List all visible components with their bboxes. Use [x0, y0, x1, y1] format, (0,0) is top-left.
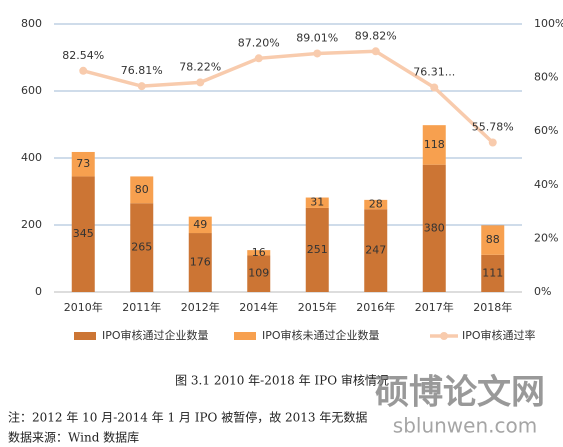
y-tick-label: 200 — [21, 218, 42, 231]
line-marker — [371, 47, 380, 56]
line-marker — [79, 66, 88, 75]
x-tick-label: 2015年 — [298, 300, 337, 314]
line-label: 87.20% — [238, 36, 280, 49]
legend-label: IPO审核未通过企业数量 — [262, 328, 380, 342]
bar — [188, 216, 212, 234]
legend-label: IPO审核通过企业数量 — [102, 328, 209, 342]
line-marker — [254, 54, 263, 63]
legend-swatch — [234, 332, 256, 340]
bar — [481, 254, 505, 292]
bar-label: 247 — [365, 244, 386, 257]
bar-label: 49 — [193, 218, 207, 231]
y2-tick-label: 0% — [534, 285, 551, 298]
x-tick-label: 2016年 — [356, 300, 395, 314]
x-tick-label: 2017年 — [415, 300, 454, 314]
bar — [422, 164, 446, 292]
y2-tick-label: 40% — [534, 178, 558, 191]
line-label: 55.78% — [472, 121, 514, 134]
x-tick-label: 2010年 — [64, 300, 103, 314]
line-label: 76.31... — [413, 65, 455, 78]
bar-label: 251 — [307, 243, 328, 256]
x-tick-label: 2011年 — [122, 300, 161, 314]
y2-tick-label: 100% — [534, 17, 563, 30]
y-tick-label: 800 — [21, 17, 42, 30]
watermark-url: sblunwen.com — [393, 414, 537, 438]
bar-label: 31 — [310, 196, 324, 209]
bar — [305, 197, 329, 208]
bar — [422, 125, 446, 165]
bar — [188, 233, 212, 292]
bar — [71, 151, 95, 177]
line-marker — [430, 83, 439, 92]
caption: 图 3.1 2010 年-2018 年 IPO 审核情况 — [175, 373, 389, 388]
bar-label: 380 — [424, 221, 445, 234]
watermark-title: 硕博论文网 — [375, 373, 545, 413]
line-marker — [196, 78, 205, 87]
y-tick-label: 400 — [21, 151, 42, 164]
y2-tick-label: 20% — [534, 231, 558, 244]
legend-swatch — [74, 332, 96, 340]
source: 数据来源：Wind 数据库 — [8, 430, 139, 445]
bar-label: 109 — [248, 267, 269, 280]
bar — [130, 176, 154, 204]
legend-marker — [440, 332, 448, 340]
bar — [481, 225, 505, 255]
y-tick-label: 600 — [21, 84, 42, 97]
bar — [305, 207, 329, 292]
line-marker — [313, 49, 322, 58]
bar-label: 73 — [76, 157, 90, 170]
bar — [130, 203, 154, 292]
bar-label: 176 — [190, 256, 211, 269]
bar — [71, 176, 95, 292]
line-label: 89.82% — [355, 29, 397, 42]
line-label: 82.54% — [62, 49, 104, 62]
bar — [247, 250, 271, 256]
line-marker — [488, 138, 497, 147]
line-marker — [137, 82, 146, 91]
note: 注：2012 年 10 月-2014 年 1 月 IPO 被暂停，故 2013 … — [8, 410, 367, 425]
line-label: 76.81% — [121, 64, 163, 77]
x-tick-label: 2018年 — [473, 300, 512, 314]
bar-label: 28 — [369, 198, 383, 211]
bar-label: 80 — [135, 183, 149, 196]
bar-label: 111 — [482, 266, 503, 279]
bar — [364, 199, 388, 210]
legend-label: IPO审核通过率 — [462, 328, 536, 342]
bar-label: 16 — [252, 246, 266, 259]
y2-tick-label: 80% — [534, 71, 558, 84]
bar — [364, 209, 388, 292]
x-tick-label: 2014年 — [239, 300, 278, 314]
line-label: 78.22% — [179, 60, 221, 73]
y2-tick-label: 60% — [534, 124, 558, 137]
bar-label: 265 — [131, 241, 152, 254]
bar-label: 118 — [424, 138, 445, 151]
y-tick-label: 0 — [35, 285, 42, 298]
bar-label: 345 — [73, 227, 94, 240]
x-tick-label: 2012年 — [181, 300, 220, 314]
bar — [247, 255, 271, 292]
line — [82, 49, 494, 144]
line-label: 89.01% — [296, 31, 338, 44]
bar-label: 88 — [486, 233, 500, 246]
